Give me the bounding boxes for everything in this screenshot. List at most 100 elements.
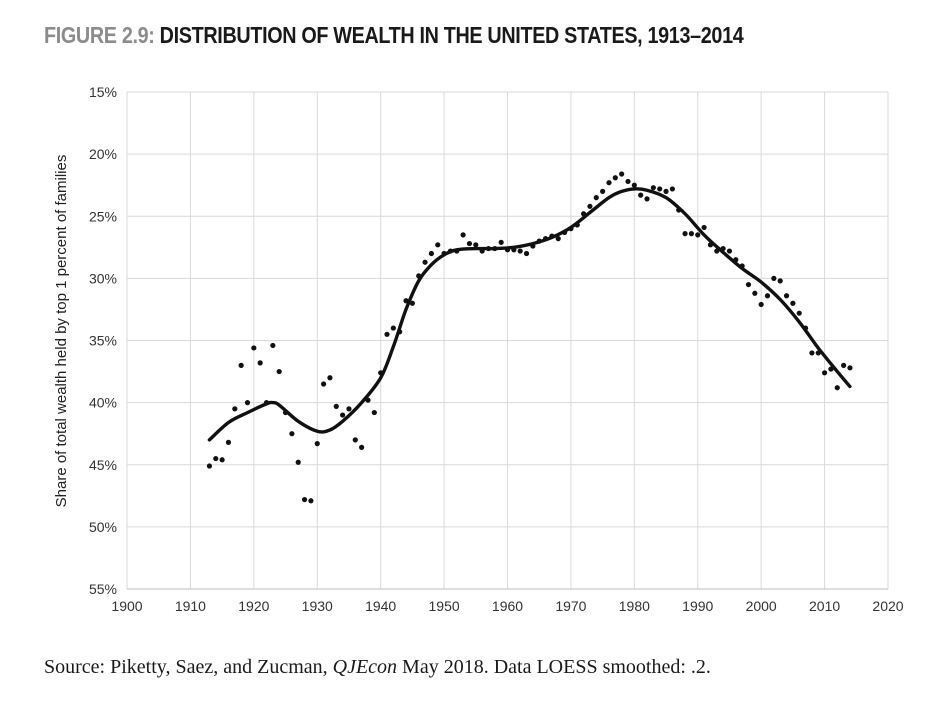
data-point (435, 242, 441, 248)
data-point (371, 409, 377, 416)
data-point (600, 188, 606, 194)
figure-title-text: DISTRIBUTION OF WEALTH IN THE UNITED STA… (159, 22, 744, 48)
data-point (587, 203, 593, 209)
data-point (701, 224, 707, 231)
data-point (745, 281, 752, 288)
x-tick-label: 1900 (111, 598, 142, 614)
data-point (847, 365, 853, 371)
x-tick-label: 1990 (682, 598, 713, 614)
data-point (625, 178, 631, 185)
grid-lines (126, 91, 889, 590)
data-point (390, 325, 396, 331)
data-point (409, 300, 415, 306)
data-point (638, 192, 644, 198)
data-point (327, 375, 333, 381)
source-journal: QJEcon (332, 656, 398, 678)
data-point (498, 239, 504, 245)
y-axis-label: Share of total wealth held by top 1 perc… (53, 155, 70, 508)
data-points (206, 171, 853, 504)
data-point (650, 185, 656, 191)
data-point (752, 290, 758, 296)
source-note: Source: Piketty, Saez, and Zucman, QJEco… (44, 656, 711, 679)
data-point (682, 231, 688, 237)
data-point (333, 403, 339, 409)
data-point (606, 180, 612, 186)
data-point (257, 360, 263, 366)
data-point (809, 350, 815, 356)
data-point (612, 175, 618, 181)
data-point (657, 186, 663, 192)
data-point (359, 444, 365, 450)
source-text-start: Source: Piketty, Saez, and Zucman, (44, 656, 333, 678)
figure-number: FIGURE 2.9: (44, 22, 155, 48)
data-point (213, 455, 219, 462)
data-point (663, 188, 669, 194)
data-point (232, 406, 238, 412)
data-point (219, 457, 225, 463)
data-point (346, 406, 352, 412)
x-tick-label: 2020 (872, 598, 903, 614)
x-tick-label: 1980 (619, 598, 650, 614)
y-tick-label: 40% (89, 395, 117, 411)
y-tick-label: 50% (89, 519, 117, 535)
data-point (225, 439, 232, 445)
data-point (790, 300, 796, 306)
data-point (460, 232, 466, 238)
data-point (758, 301, 764, 308)
loess-smoothed-line (207, 187, 852, 442)
data-point (295, 459, 301, 465)
data-point (473, 242, 479, 248)
data-point (523, 250, 530, 257)
x-tick-label: 1920 (238, 598, 269, 614)
data-point (308, 498, 314, 504)
x-tick-label: 2010 (809, 598, 840, 614)
data-point (276, 368, 282, 375)
data-point (619, 171, 625, 177)
y-axis-ticks: 15% 20% 25% 30% 35% 40% 45% 50% 55% (89, 84, 117, 597)
x-axis-ticks: 1900 1910 1920 1930 1940 1950 1960 1970 1980 1990… (111, 598, 903, 614)
data-point (517, 248, 523, 254)
data-point (796, 310, 802, 316)
data-point (777, 278, 783, 284)
data-point (834, 385, 840, 391)
x-tick-label: 1940 (365, 598, 396, 614)
data-point (631, 182, 637, 188)
data-point (301, 496, 308, 503)
data-point (384, 331, 390, 337)
data-point (726, 248, 733, 254)
y-tick-label: 35% (89, 333, 117, 349)
data-point (688, 231, 695, 237)
x-tick-label: 1950 (429, 598, 460, 614)
data-point (841, 362, 847, 368)
y-tick-label: 15% (89, 84, 117, 100)
y-tick-label: 25% (89, 208, 117, 224)
data-point (764, 293, 771, 299)
data-point (555, 236, 561, 242)
x-tick-label: 1970 (555, 598, 586, 614)
y-tick-label: 20% (89, 146, 117, 162)
data-point (821, 370, 828, 376)
data-point (695, 232, 701, 238)
data-point (340, 412, 346, 418)
data-point (238, 362, 244, 368)
x-tick-label: 1910 (175, 598, 206, 614)
data-point (771, 275, 777, 281)
y-tick-label: 45% (89, 457, 117, 473)
data-point (206, 463, 213, 469)
data-point (352, 437, 358, 443)
data-point (320, 381, 327, 387)
data-point (644, 196, 650, 202)
source-text-end: May 2018. Data LOESS smoothed: .2. (397, 656, 711, 678)
data-point (422, 259, 428, 265)
x-tick-label: 1930 (302, 598, 333, 614)
y-tick-label: 30% (89, 270, 117, 286)
y-tick-label: 55% (89, 581, 117, 597)
data-point (593, 195, 599, 201)
data-point (270, 342, 276, 349)
x-tick-label: 2000 (746, 598, 777, 614)
data-point (244, 400, 251, 406)
data-point (251, 345, 257, 351)
data-point (289, 431, 295, 437)
data-point (669, 186, 675, 192)
data-point (466, 240, 473, 247)
